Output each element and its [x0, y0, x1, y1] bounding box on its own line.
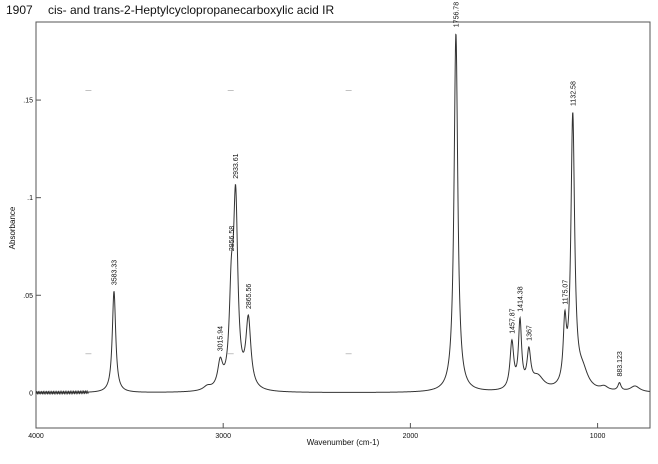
- peak-label-9: 1175.07: [562, 280, 569, 305]
- minor-ticks: [85, 90, 352, 355]
- y-axis-label: Absorbance: [8, 206, 17, 249]
- peak-labels: 3583.33 3015.94 2956.58 2933.61 2865.56 1756.…: [111, 2, 623, 377]
- peak-label-7: 1414.38: [518, 286, 525, 311]
- peak-label-1: 3015.94: [218, 326, 225, 351]
- peak-label-11: 883.123: [617, 351, 624, 376]
- x-tick-label-2: 2000: [403, 433, 419, 440]
- peak-label-6: 1457.87: [509, 308, 516, 333]
- peak-label-4: 2865.56: [246, 284, 253, 309]
- peak-label-10: 1132.58: [570, 81, 577, 106]
- y-tick-label-0: 0: [29, 390, 33, 397]
- peak-label-8: 1367: [526, 325, 533, 341]
- x-tick-label-1: 3000: [215, 433, 231, 440]
- plot-frame: [35, 21, 651, 429]
- spectrum-id: 1907: [6, 3, 33, 17]
- x-axis-label: Wavenumber (cm-1): [307, 438, 380, 447]
- peak-label-3: 2933.61: [233, 153, 240, 178]
- spectrum-trace: [35, 33, 650, 395]
- x-axis: 4000 3000 2000 1000: [28, 423, 605, 440]
- y-tick-label-1: .05: [23, 293, 33, 300]
- y-axis: 0 .05 .1 .15: [23, 98, 41, 397]
- y-tick-label-2: .1: [27, 195, 33, 202]
- x-tick-label-3: 1000: [590, 433, 606, 440]
- x-tick-label-0: 4000: [28, 433, 44, 440]
- chart-title: cis- and trans-2-Heptylcyclopropanecarbo…: [48, 3, 335, 17]
- peak-label-2: 2956.58: [229, 226, 236, 251]
- peak-label-5: 1756.78: [453, 2, 460, 27]
- y-tick-label-3: .15: [23, 98, 33, 105]
- peak-label-0: 3583.33: [111, 260, 118, 285]
